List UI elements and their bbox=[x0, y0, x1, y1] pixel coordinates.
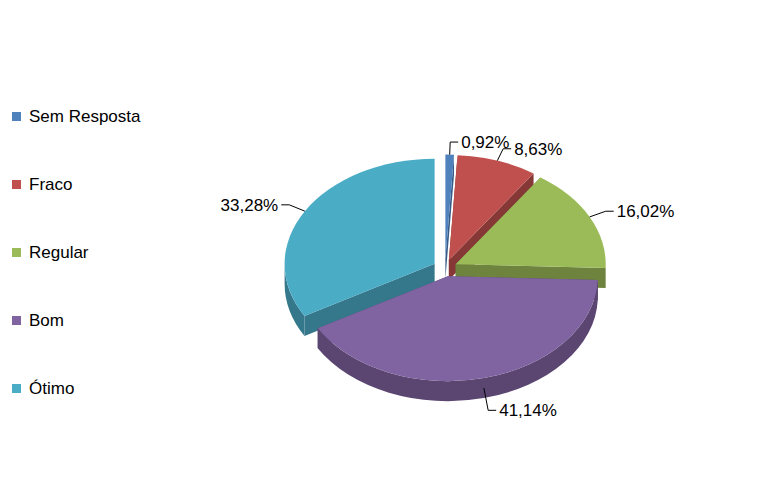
legend-label: Fraco bbox=[29, 175, 72, 194]
leader-line bbox=[484, 388, 496, 410]
data-labels: 0,92% 8,63% 16,02% 41,14% 33,28% bbox=[221, 133, 675, 420]
legend-swatch bbox=[12, 248, 21, 257]
data-label: 33,28% bbox=[221, 196, 279, 215]
leader-line bbox=[590, 211, 614, 217]
legend-swatch bbox=[12, 384, 21, 393]
legend-label: Sem Resposta bbox=[29, 107, 141, 126]
leader-line bbox=[450, 142, 459, 155]
data-label: 16,02% bbox=[617, 202, 675, 221]
legend-label: Bom bbox=[29, 311, 64, 330]
legend-label: Ótimo bbox=[29, 379, 74, 398]
slice-top bbox=[456, 178, 606, 268]
slice-top bbox=[318, 276, 598, 381]
legend: Sem Resposta Fraco Regular Bom Ótimo bbox=[12, 107, 141, 398]
data-label: 8,63% bbox=[514, 140, 562, 159]
slice bbox=[456, 178, 606, 288]
chart: Sem Resposta Fraco Regular Bom Ótimo 0,92% 8,6… bbox=[0, 0, 767, 481]
legend-swatch bbox=[12, 112, 21, 121]
legend-swatch bbox=[12, 180, 21, 189]
pie bbox=[285, 155, 606, 402]
legend-swatch bbox=[12, 316, 21, 325]
leader-line bbox=[281, 205, 305, 211]
slice bbox=[318, 276, 598, 401]
data-label: 0,92% bbox=[461, 133, 509, 152]
legend-label: Regular bbox=[29, 243, 89, 262]
data-label: 41,14% bbox=[499, 401, 557, 420]
leader-line bbox=[497, 149, 511, 161]
